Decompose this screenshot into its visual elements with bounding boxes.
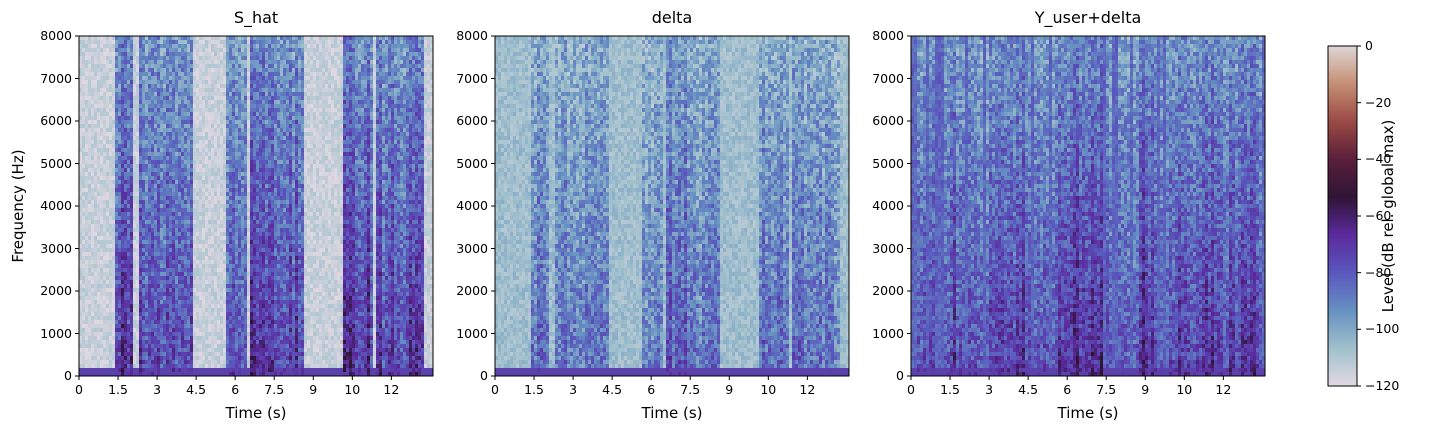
x-tick-label: 4.5 [176, 382, 216, 397]
x-tick-label: 0 [59, 382, 99, 397]
panel-title: Y_user+delta [911, 8, 1265, 27]
spectrogram-panel-1 [75, 36, 433, 380]
x-tick-label: 12 [1203, 382, 1243, 397]
x-axis-label: Time (s) [642, 404, 703, 422]
y-tick-label: 5000 [864, 156, 904, 171]
colorbar-tick-label: −20 [1365, 95, 1391, 110]
x-tick-label: 4.5 [1008, 382, 1048, 397]
y-tick-label: 0 [32, 368, 72, 383]
x-tick-label: 3 [137, 382, 177, 397]
x-tick-label: 9 [709, 382, 749, 397]
y-tick-label: 2000 [864, 283, 904, 298]
y-tick-label: 5000 [32, 156, 72, 171]
colorbar-gradient [1328, 46, 1357, 386]
spectrogram-image [79, 36, 433, 376]
y-tick-label: 0 [448, 368, 488, 383]
y-tick-label: 1000 [32, 326, 72, 341]
colorbar [1328, 46, 1361, 386]
x-tick-label: 6 [1047, 382, 1087, 397]
x-tick-label: 7.5 [1086, 382, 1126, 397]
y-tick-label: 2000 [448, 283, 488, 298]
y-tick-label: 1000 [448, 326, 488, 341]
x-tick-label: 10 [748, 382, 788, 397]
y-tick-label: 0 [864, 368, 904, 383]
y-tick-label: 7000 [32, 71, 72, 86]
y-tick-label: 8000 [864, 28, 904, 43]
x-tick-label: 12 [787, 382, 827, 397]
y-axis-label: Frequency (Hz) [9, 149, 27, 262]
y-tick-label: 3000 [32, 241, 72, 256]
spectrogram-panel-3 [907, 36, 1265, 380]
x-tick-label: 6 [631, 382, 671, 397]
x-axis-label: Time (s) [226, 404, 287, 422]
spectrogram-image [495, 36, 849, 376]
x-tick-label: 10 [1164, 382, 1204, 397]
y-tick-label: 4000 [32, 198, 72, 213]
x-tick-label: 9 [293, 382, 333, 397]
y-tick-label: 3000 [448, 241, 488, 256]
y-tick-label: 4000 [448, 198, 488, 213]
x-tick-label: 3 [553, 382, 593, 397]
x-tick-label: 12 [371, 382, 411, 397]
y-tick-label: 6000 [448, 113, 488, 128]
x-tick-label: 0 [891, 382, 931, 397]
x-tick-label: 1.5 [98, 382, 138, 397]
y-tick-label: 7000 [864, 71, 904, 86]
spectrogram-image [911, 36, 1265, 376]
x-tick-label: 3 [969, 382, 1009, 397]
x-tick-label: 6 [215, 382, 255, 397]
x-tick-label: 9 [1125, 382, 1165, 397]
panel-title: S_hat [79, 8, 433, 27]
colorbar-tick-label: 0 [1365, 38, 1373, 53]
y-tick-label: 1000 [864, 326, 904, 341]
y-tick-label: 5000 [448, 156, 488, 171]
y-tick-label: 8000 [32, 28, 72, 43]
colorbar-tick-label: −120 [1365, 378, 1399, 393]
y-tick-label: 6000 [864, 113, 904, 128]
y-tick-label: 7000 [448, 71, 488, 86]
panel-title: delta [495, 8, 849, 27]
x-tick-label: 4.5 [592, 382, 632, 397]
x-tick-label: 0 [475, 382, 515, 397]
x-tick-label: 7.5 [254, 382, 294, 397]
y-tick-label: 3000 [864, 241, 904, 256]
colorbar-tick-label: −100 [1365, 321, 1399, 336]
y-tick-label: 6000 [32, 113, 72, 128]
x-axis-label: Time (s) [1058, 404, 1119, 422]
y-tick-label: 2000 [32, 283, 72, 298]
x-tick-label: 7.5 [670, 382, 710, 397]
x-tick-label: 1.5 [514, 382, 554, 397]
spectrogram-panel-2 [491, 36, 849, 380]
y-tick-label: 4000 [864, 198, 904, 213]
colorbar-label: Level (dB rel. global max) [1379, 120, 1397, 313]
x-tick-label: 1.5 [930, 382, 970, 397]
x-tick-label: 10 [332, 382, 372, 397]
y-tick-label: 8000 [448, 28, 488, 43]
